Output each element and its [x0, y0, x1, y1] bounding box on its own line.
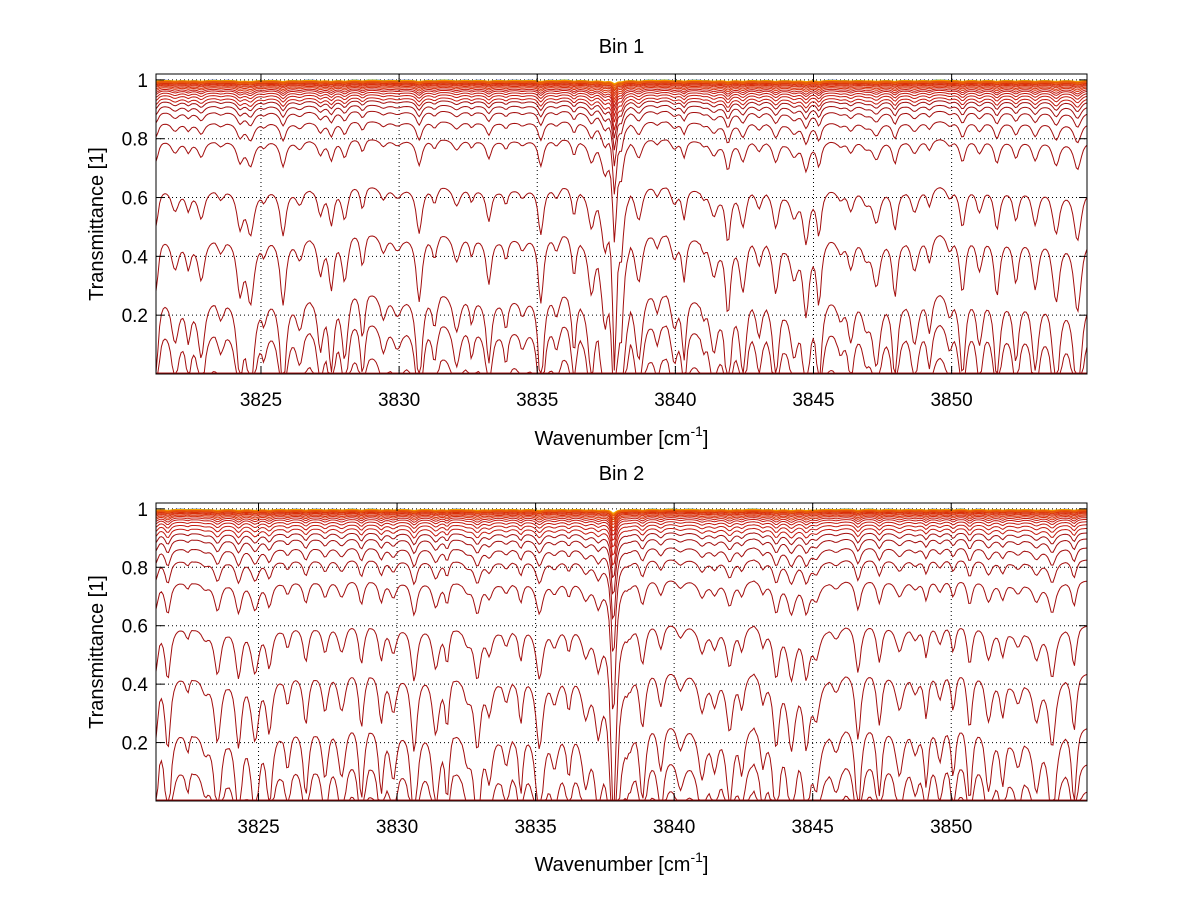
series-line	[156, 85, 1087, 101]
x-tick-label: 3830	[378, 390, 420, 411]
series-line	[156, 524, 1087, 556]
series-line	[156, 91, 1087, 118]
series-line	[156, 673, 1087, 801]
axes-box	[155, 502, 1088, 802]
y-tick-label: 0.4	[122, 675, 149, 696]
series-line	[156, 88, 1087, 108]
series-line	[156, 94, 1087, 123]
series-line	[156, 357, 1087, 374]
series-line	[156, 121, 1087, 195]
series-line	[156, 100, 1087, 139]
y-axis-label: Transmittance [1]	[86, 575, 108, 729]
y-tick-label: 1	[137, 500, 148, 521]
series-line	[156, 97, 1087, 131]
y-tick-label: 0.4	[122, 247, 149, 268]
x-tick-label: 3835	[516, 390, 558, 411]
series-line	[156, 83, 1087, 95]
series-line	[156, 518, 1087, 541]
y-tick-label: 0.2	[122, 306, 148, 327]
x-axis-label: Wavenumber [cm-1]	[535, 849, 709, 876]
x-tick-label: 3825	[237, 817, 279, 838]
x-tick-label: 3845	[792, 390, 834, 411]
y-axis-label: Transmittance [1]	[86, 147, 108, 301]
series-line	[156, 527, 1087, 566]
x-tick-label: 3830	[376, 817, 418, 838]
x-axis-label: Wavenumber [cm-1]	[535, 423, 709, 450]
series-line	[156, 80, 1087, 87]
series-line	[156, 82, 1087, 91]
chart-title: Bin 1	[599, 36, 645, 58]
chart-panel-1: 3825 3830 3835 3840 3845 3850 0.2 0.4 0.6 0.8 1 Bin…	[86, 36, 1088, 450]
series-line	[156, 86, 1087, 104]
x-tick-label: 3840	[654, 390, 696, 411]
series-line	[156, 514, 1087, 529]
series-line	[156, 510, 1087, 517]
series-line	[156, 727, 1087, 801]
x-tick-label: 3850	[930, 390, 972, 411]
series-line	[156, 510, 1087, 519]
series-line	[156, 625, 1087, 801]
series-line	[156, 517, 1087, 536]
grid	[156, 74, 1087, 374]
series-line	[156, 104, 1087, 151]
series-line	[156, 521, 1087, 548]
y-tick-label: 0.6	[122, 617, 148, 638]
series-line	[156, 89, 1087, 112]
series-line	[156, 559, 1087, 652]
series-line	[156, 790, 1087, 801]
series-line	[156, 110, 1087, 167]
series-group	[156, 79, 1087, 374]
x-tick-label: 3825	[240, 390, 282, 411]
y-tick-label: 1	[137, 71, 148, 92]
series-line	[156, 763, 1087, 801]
series-line	[156, 511, 1087, 521]
x-tick-label: 3835	[514, 817, 556, 838]
series-line	[156, 84, 1087, 97]
series-line	[156, 513, 1087, 526]
series-line	[156, 82, 1087, 92]
x-tick-label: 3845	[792, 817, 834, 838]
axes-box	[155, 73, 1088, 375]
series-line	[156, 532, 1087, 579]
y-tick-label: 0.6	[122, 189, 148, 210]
chart-title: Bin 2	[599, 463, 645, 485]
series-line	[156, 580, 1087, 710]
y-tick-label: 0.8	[122, 130, 148, 151]
x-tick-label: 3850	[930, 817, 972, 838]
y-tick-label: 0.2	[122, 734, 148, 755]
series-line	[156, 547, 1087, 621]
grid	[156, 503, 1087, 801]
y-tick-label: 0.8	[122, 558, 148, 579]
series-line	[156, 538, 1087, 595]
series-group	[156, 508, 1087, 801]
x-tick-label: 3840	[653, 817, 695, 838]
series-line	[156, 235, 1087, 374]
series-line	[156, 139, 1087, 243]
series-line	[156, 512, 1087, 523]
series-line	[156, 515, 1087, 532]
series-line	[156, 187, 1087, 371]
chart-panel-2: 3825 3830 3835 3840 3845 3850 0.2 0.4 0.6 0.8 1 Bin…	[86, 463, 1088, 876]
series-line	[156, 81, 1087, 89]
